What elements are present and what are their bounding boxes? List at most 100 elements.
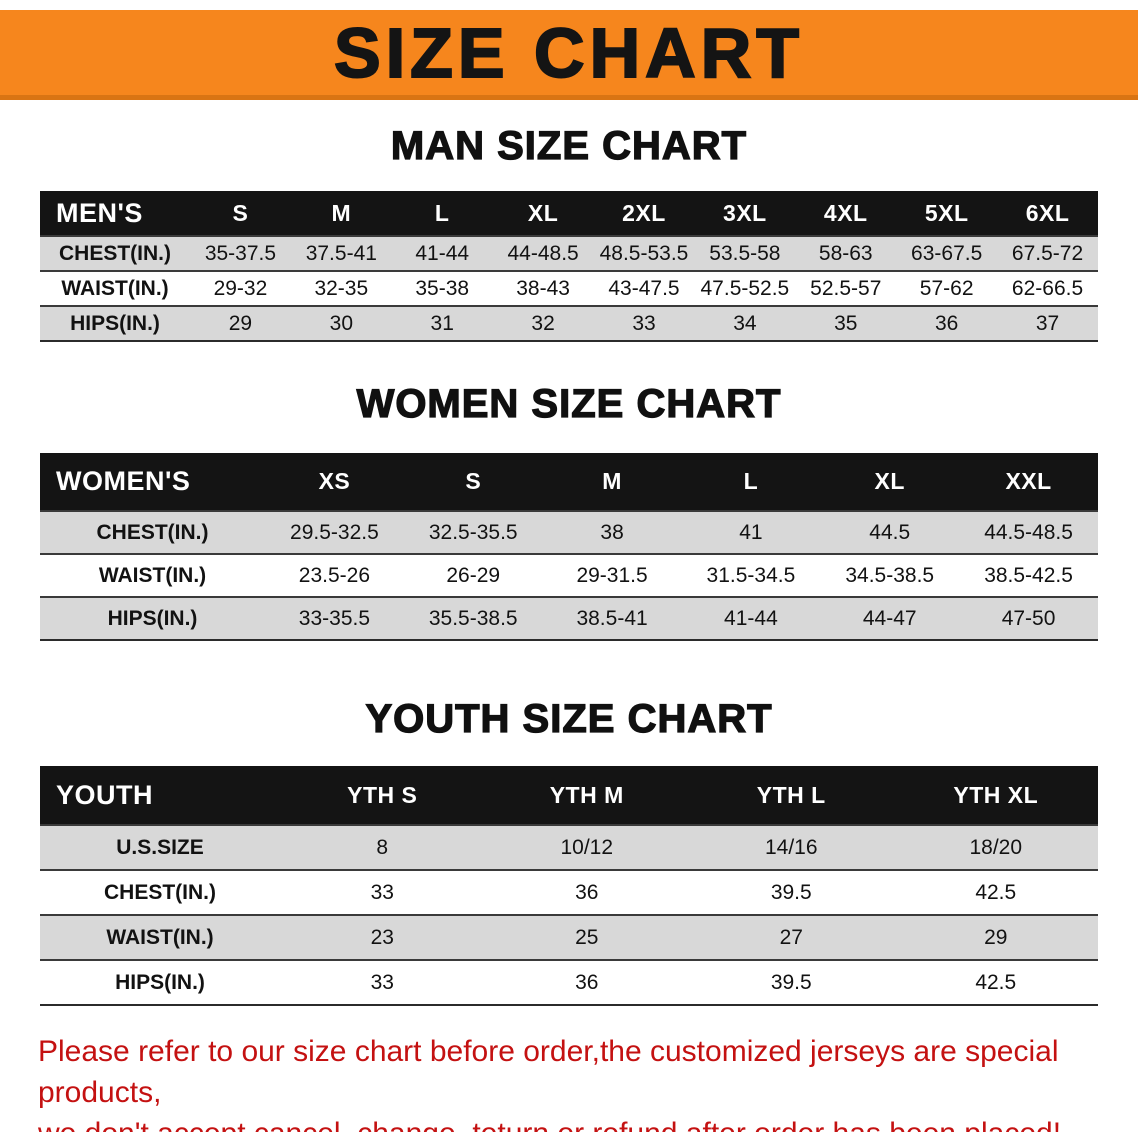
value-cell: 36	[575, 970, 599, 994]
table-row: WAIST(IN.) 23 25 27 29	[40, 914, 1098, 959]
value-cell: 31.5-34.5	[706, 563, 796, 587]
size-section: MAN SIZE CHART MEN'S S M L XL 2XL 3XL 4XL 5XL 6XL C…	[0, 123, 1138, 342]
value-cell: 36	[575, 880, 599, 904]
column-header: 3XL	[723, 199, 767, 226]
value-cell: 38.5-41	[576, 606, 648, 630]
value-cell: 44-47	[862, 606, 917, 630]
column-header: 2XL	[622, 199, 666, 226]
value-cell: 34.5-38.5	[845, 563, 935, 587]
column-header: YTH M	[549, 781, 624, 808]
value-cell: 57-62	[919, 276, 974, 300]
value-cell: 44-48.5	[507, 241, 579, 265]
table-header-row: MEN'S S M L XL 2XL 3XL 4XL 5XL 6XL	[40, 191, 1098, 235]
table-title-cell: MEN'S	[56, 197, 143, 228]
table-header-row: WOMEN'S XS S M L XL XXL	[40, 453, 1098, 510]
value-cell: 38-43	[516, 276, 570, 300]
section-heading: WOMEN SIZE CHART	[356, 381, 782, 426]
size-table: YOUTH YTH S YTH M YTH L YTH XL U.S.SIZE 8 10/12…	[40, 766, 1098, 1006]
value-cell: 29.5-32.5	[290, 520, 379, 544]
value-cell: 26-29	[446, 563, 501, 587]
table-row: WAIST(IN.) 23.5-26 26-29 29-31.5 31.5-34.5 34…	[40, 553, 1098, 596]
disclaimer-line-1: Please refer to our size chart before or…	[38, 1035, 1059, 1109]
column-header: XXL	[1005, 468, 1052, 494]
row-label: WAIST(IN.)	[98, 563, 207, 587]
value-cell: 29	[228, 311, 253, 335]
value-cell: 35	[834, 311, 858, 335]
table-row: CHEST(IN.) 29.5-32.5 32.5-35.5 38 41 44.5 44.5…	[40, 510, 1098, 553]
section-heading: YOUTH SIZE CHART	[365, 696, 773, 741]
column-header: XL	[527, 199, 559, 226]
column-header: L	[434, 199, 450, 226]
value-cell: 38	[600, 520, 624, 544]
value-cell: 27	[779, 925, 803, 949]
size-tables: MAN SIZE CHART MEN'S S M L XL 2XL 3XL 4XL 5XL 6XL C…	[0, 123, 1138, 1006]
value-cell: 37	[1035, 311, 1060, 335]
column-header: 6XL	[1025, 199, 1070, 226]
value-cell: 30	[329, 311, 353, 335]
value-cell: 32.5-35.5	[428, 520, 518, 544]
size-table: WOMEN'S XS S M L XL XXL CHEST(IN.) 29.5-32.5 32.5…	[40, 453, 1098, 641]
value-cell: 32-35	[314, 276, 369, 300]
section-heading: MAN SIZE CHART	[390, 123, 748, 168]
column-header: 4XL	[823, 199, 868, 226]
value-cell: 42.5	[975, 970, 1017, 994]
row-label: WAIST(IN.)	[61, 276, 169, 300]
value-cell: 8	[376, 835, 389, 859]
column-header: YTH XL	[953, 781, 1039, 808]
table-title-cell: WOMEN'S	[56, 466, 191, 496]
value-cell: 38.5-42.5	[984, 563, 1073, 587]
column-header: S	[465, 468, 482, 494]
value-cell: 53.5-58	[709, 241, 781, 265]
value-cell: 41-44	[724, 606, 778, 630]
value-cell: 41	[739, 520, 763, 544]
column-header: YTH L	[756, 781, 826, 808]
row-label: CHEST(IN.)	[96, 520, 209, 544]
value-cell: 18/20	[969, 835, 1023, 859]
column-header: XS	[318, 468, 351, 494]
row-label: CHEST(IN.)	[59, 241, 171, 265]
column-header: M	[602, 468, 622, 494]
value-cell: 33	[370, 880, 394, 904]
table-row: U.S.SIZE 8 10/12 14/16 18/20	[40, 824, 1098, 869]
table-row: HIPS(IN.) 29 30 31 32 33 34 35 36 37	[40, 305, 1098, 340]
value-cell: 48.5-53.5	[599, 241, 689, 265]
value-cell: 29-31.5	[576, 563, 648, 587]
table-row: CHEST(IN.) 33 36 39.5 42.5	[40, 869, 1098, 914]
value-cell: 23	[370, 925, 394, 949]
value-cell: 47.5-52.5	[700, 276, 790, 300]
value-cell: 42.5	[975, 880, 1017, 904]
banner: SIZE CHART	[0, 10, 1138, 100]
value-cell: 29	[984, 925, 1008, 949]
value-cell: 44.5-48.5	[984, 520, 1073, 544]
value-cell: 44.5	[869, 520, 911, 544]
value-cell: 33	[632, 311, 656, 335]
value-cell: 14/16	[764, 835, 818, 859]
value-cell: 47-50	[1001, 606, 1056, 630]
value-cell: 43-47.5	[608, 276, 680, 300]
row-label: U.S.SIZE	[116, 835, 204, 859]
size-section: YOUTH SIZE CHART YOUTH YTH S YTH M YTH L YTH …	[0, 696, 1138, 1006]
value-cell: 37.5-41	[305, 241, 377, 265]
value-cell: 32	[531, 311, 555, 335]
value-cell: 67.5-72	[1011, 241, 1084, 265]
value-cell: 41-44	[415, 241, 470, 265]
table-title-cell: YOUTH	[56, 779, 153, 810]
row-label: CHEST(IN.)	[104, 880, 216, 904]
size-section: WOMEN SIZE CHART WOMEN'S XS S M L XL XXL CHEST(I…	[0, 381, 1138, 641]
value-cell: 33	[370, 970, 394, 994]
table-row: HIPS(IN.) 33 36 39.5 42.5	[40, 959, 1098, 1004]
value-cell: 25	[575, 925, 599, 949]
table-row: HIPS(IN.) 33-35.5 35.5-38.5 38.5-41 41-44 44-…	[40, 596, 1098, 639]
value-cell: 23.5-26	[298, 563, 371, 587]
row-label: WAIST(IN.)	[106, 925, 214, 949]
value-cell: 62-66.5	[1011, 276, 1084, 300]
value-cell: 35-38	[415, 276, 470, 300]
value-cell: 31	[430, 311, 454, 335]
value-cell: 58-63	[818, 241, 873, 265]
row-label: HIPS(IN.)	[107, 606, 198, 630]
column-header: YTH S	[347, 781, 418, 808]
table-row: CHEST(IN.) 35-37.5 37.5-41 41-44 44-48.5 48.5…	[40, 235, 1098, 270]
size-table: MEN'S S M L XL 2XL 3XL 4XL 5XL 6XL CHEST(IN.) 35-37…	[40, 191, 1098, 342]
value-cell: 33-35.5	[298, 606, 371, 630]
column-header: M	[331, 199, 352, 226]
